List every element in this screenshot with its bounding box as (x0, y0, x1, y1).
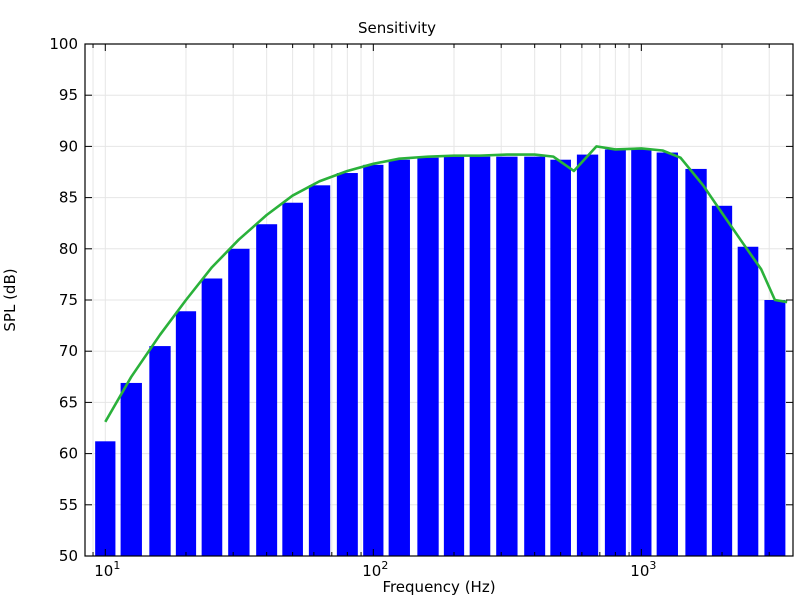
bar-18 (576, 154, 599, 557)
bar-0 (95, 441, 116, 556)
x-axis: 101 102 103 (92, 44, 770, 580)
bar-series (95, 149, 786, 557)
y-axis: 50 55 60 65 70 75 80 85 90 95 100 (49, 35, 793, 565)
x-axis-label: Frequency (Hz) (382, 578, 495, 596)
bar-4 (201, 278, 223, 556)
bar-17 (550, 159, 571, 556)
y-axis-label: SPL (dB) (1, 268, 19, 331)
y-tick-label-9: 95 (59, 86, 78, 104)
x-tick-label-1: 102 (362, 559, 388, 580)
x-tick-label-2: 103 (630, 559, 656, 580)
bar-11 (388, 159, 410, 556)
bar-12 (417, 157, 439, 556)
bar-5 (228, 248, 250, 557)
bar-2 (149, 346, 171, 556)
series-line-0 (104, 145, 788, 423)
y-tick-label-10: 100 (49, 35, 78, 53)
chart-title: Sensitivity (358, 19, 436, 37)
bar-7 (282, 202, 303, 556)
y-tick-label-4: 70 (59, 342, 78, 360)
bar-13 (443, 156, 465, 556)
line-series (104, 145, 788, 423)
bar-16 (524, 156, 546, 556)
bar-6 (256, 224, 278, 556)
bar-15 (496, 156, 518, 556)
bar-10 (363, 164, 384, 556)
bar-22 (685, 168, 707, 557)
y-tick-label-3: 65 (59, 393, 78, 411)
bar-21 (656, 152, 678, 556)
y-tick-label-8: 90 (59, 137, 78, 155)
y-tick-label-6: 80 (59, 240, 78, 258)
bar-24 (737, 246, 759, 556)
y-tick-label-2: 60 (59, 445, 78, 463)
bar-19 (604, 149, 626, 557)
bar-8 (308, 185, 331, 556)
y-tick-label-1: 55 (59, 496, 78, 514)
y-tick-label-5: 75 (59, 291, 78, 309)
y-tick-label-0: 50 (59, 547, 78, 565)
bar-25 (764, 300, 786, 556)
bar-23 (711, 205, 733, 557)
bar-3 (175, 311, 197, 556)
bar-9 (336, 173, 358, 557)
bar-14 (469, 156, 491, 556)
y-tick-label-7: 85 (59, 189, 78, 207)
x-tick-label-0: 101 (94, 559, 120, 580)
bar-1 (120, 382, 142, 556)
bar-20 (631, 149, 652, 557)
